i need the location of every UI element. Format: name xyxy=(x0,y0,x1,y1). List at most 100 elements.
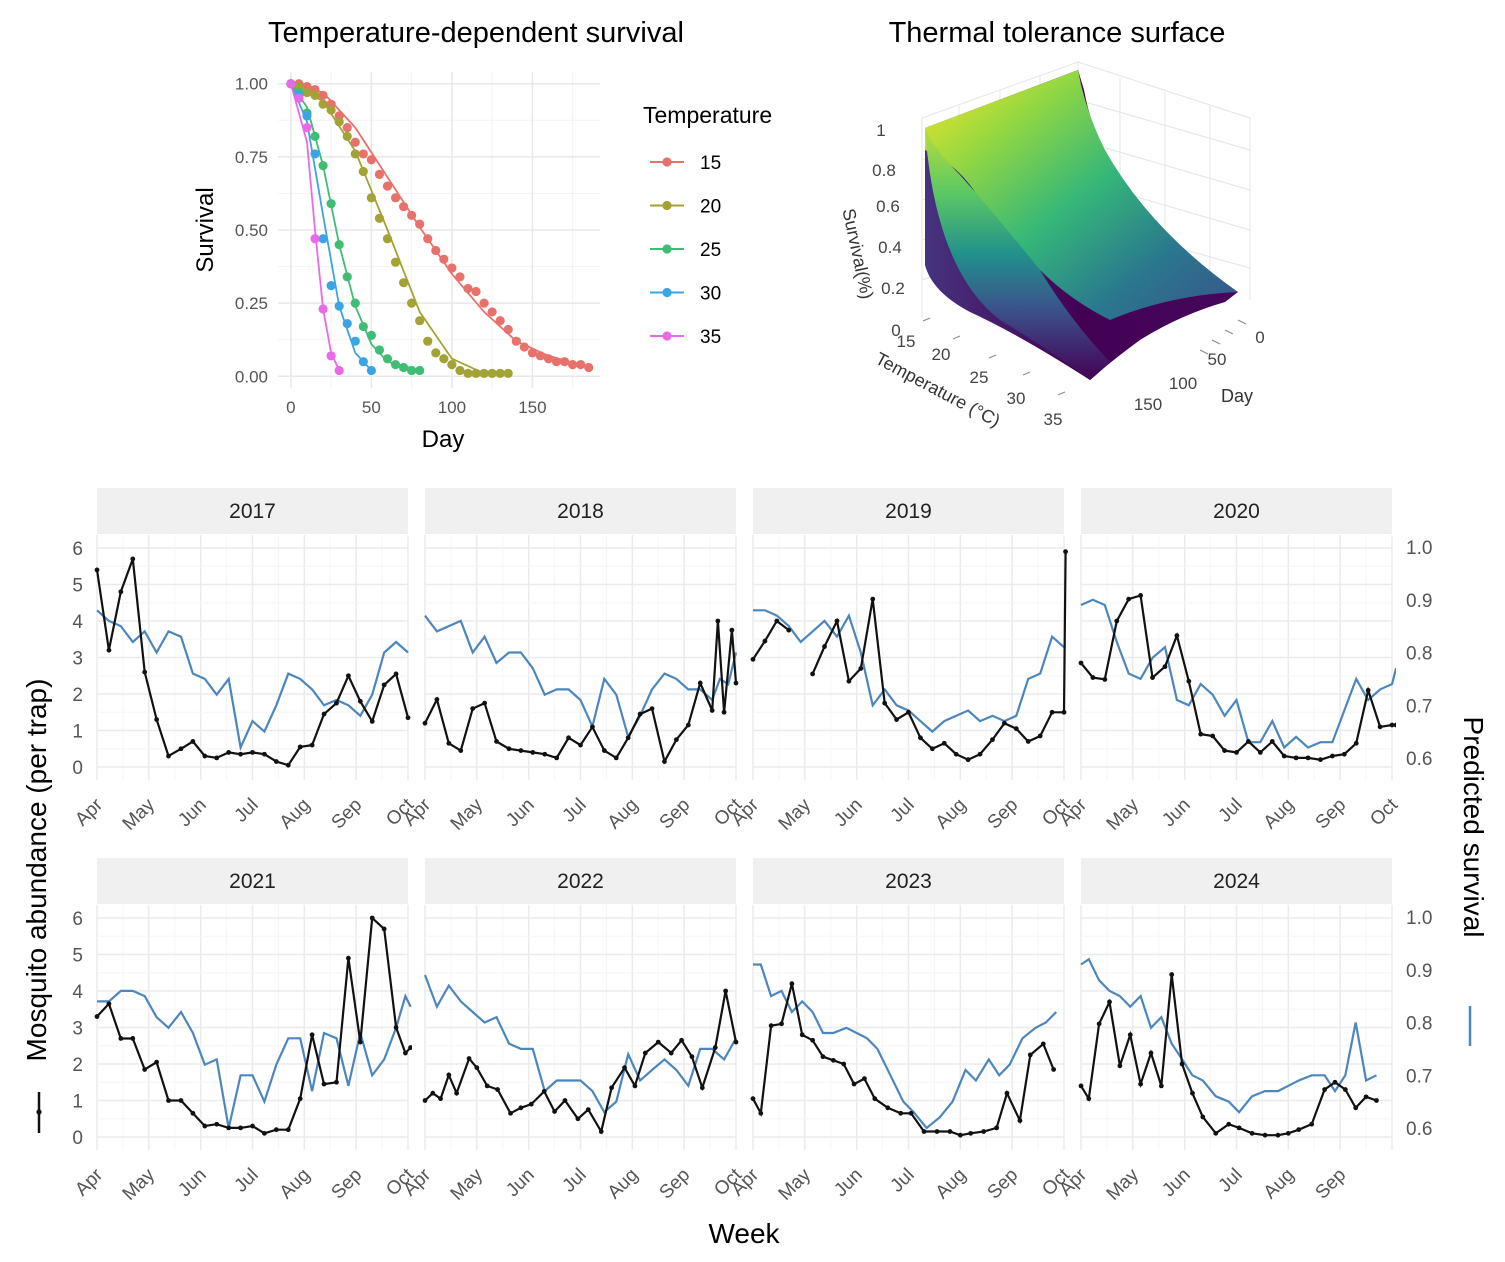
observed-point-2020 xyxy=(1198,731,1204,737)
survival-point-15 xyxy=(358,149,368,159)
observed-point-2019 xyxy=(774,618,780,624)
observed-point-2018 xyxy=(697,680,703,686)
surface-z-ticks: 0 0.2 0.4 0.6 0.8 1 xyxy=(872,121,905,340)
observed-point-2018 xyxy=(530,750,536,755)
survival-point-15 xyxy=(318,90,328,101)
observed-point-2020 xyxy=(1246,739,1251,744)
observed-point-2018 xyxy=(422,720,428,726)
survival-point-20 xyxy=(471,368,481,378)
predicted-survival-line-2021 xyxy=(97,989,412,1129)
survival-point-15 xyxy=(559,357,570,367)
observed-point-2018 xyxy=(601,748,607,753)
observed-point-2020 xyxy=(1281,753,1287,759)
observed-point-2020 xyxy=(1090,675,1096,680)
observed-point-2024 xyxy=(1200,1114,1206,1120)
surface-left-face xyxy=(925,128,1110,380)
observed-point-2023 xyxy=(981,1129,987,1134)
survival-point-25 xyxy=(318,161,328,171)
observed-point-2021 xyxy=(297,1096,303,1102)
month-tick-label: Jun xyxy=(1158,795,1195,832)
month-tick-label: Jun xyxy=(830,1165,867,1202)
surface-y-tick-label: 100 xyxy=(1169,374,1197,393)
observed-point-2024 xyxy=(1158,1083,1164,1089)
month-tick-label: Sep xyxy=(656,1165,695,1204)
facet-strip-2018 xyxy=(425,488,736,534)
surface-y-label: Day xyxy=(1221,386,1253,406)
observed-point-2024 xyxy=(1096,1021,1102,1027)
fit-line-35 xyxy=(290,83,341,371)
survival-point-15 xyxy=(447,263,457,273)
observed-point-2020 xyxy=(1269,739,1275,744)
month-tick-label: Jul xyxy=(559,795,591,827)
month-tick-label: May xyxy=(1103,794,1144,835)
predicted-survival-line-2020 xyxy=(1080,598,1396,750)
month-tick-label: Jul xyxy=(887,795,919,827)
surface-y-tick-mark xyxy=(1211,339,1221,345)
observed-point-2020 xyxy=(1293,755,1299,761)
survival-point-30 xyxy=(318,234,328,244)
observed-point-2018 xyxy=(506,746,512,752)
survival-point-35 xyxy=(326,351,336,361)
survival-point-15 xyxy=(487,307,497,317)
month-tick-label: May xyxy=(775,794,816,835)
observed-point-2023 xyxy=(830,1057,836,1063)
month-tick-label: Oct xyxy=(1366,794,1402,830)
survival-point-20 xyxy=(366,193,376,203)
facet-data-2017 xyxy=(94,556,411,768)
observed-point-2019 xyxy=(1049,709,1055,715)
observed-point-2018 xyxy=(662,759,667,764)
observed-point-2018 xyxy=(542,751,548,757)
survival-point-20 xyxy=(479,368,489,378)
left-tick-label: 3 xyxy=(72,1019,83,1040)
observed-point-2017 xyxy=(381,682,387,688)
survival-point-15 xyxy=(463,283,473,294)
right-tick-label: 0.7 xyxy=(1406,696,1432,717)
survival-point-20 xyxy=(398,278,409,288)
observed-point-2021 xyxy=(369,915,375,921)
month-tick-label: May xyxy=(447,1164,488,1205)
left-tick-label: 2 xyxy=(72,685,83,706)
survival-plot-x-ticks: 0 50 100 150 xyxy=(286,398,546,417)
survival-point-30 xyxy=(366,365,376,376)
survival-point-15 xyxy=(527,348,537,358)
observed-point-2021 xyxy=(321,1081,327,1087)
month-tick-label: Jul xyxy=(559,1165,591,1197)
observed-point-2018 xyxy=(590,724,595,730)
month-tick-label: Apr xyxy=(71,794,107,830)
survival-point-20 xyxy=(334,117,344,127)
observed-point-2023 xyxy=(779,1021,784,1027)
observed-point-2021 xyxy=(262,1130,267,1136)
observed-point-2023 xyxy=(1040,1041,1046,1047)
observed-abundance-line-2020 xyxy=(1080,594,1396,761)
survival-point-20 xyxy=(358,166,368,177)
observed-point-2018 xyxy=(458,748,464,753)
observed-point-2017 xyxy=(154,717,160,722)
observed-point-2018 xyxy=(494,739,499,744)
observed-point-2021 xyxy=(178,1098,184,1103)
survival-point-15 xyxy=(495,316,505,326)
observed-point-2024 xyxy=(1138,1081,1144,1087)
observed-point-2022 xyxy=(689,1054,695,1060)
observed-point-2017 xyxy=(166,753,171,759)
observed-point-2020 xyxy=(1102,677,1108,682)
observed-point-2017 xyxy=(130,556,136,562)
month-tick-label: Aug xyxy=(1260,1165,1299,1204)
observed-point-2017 xyxy=(309,742,315,748)
observed-point-2020 xyxy=(1126,596,1132,602)
observed-point-2017 xyxy=(142,669,148,675)
survival-point-35 xyxy=(334,365,344,376)
observed-point-2018 xyxy=(625,735,631,741)
observed-point-2020 xyxy=(1389,722,1395,728)
observed-point-2018 xyxy=(578,742,583,748)
month-tick-label: Aug xyxy=(276,795,315,834)
survival-point-30 xyxy=(358,357,368,367)
facet-strip-2020 xyxy=(1081,488,1392,534)
survival-x-tick-label: 0 xyxy=(286,398,295,417)
fit-line-20 xyxy=(290,82,509,375)
observed-point-2022 xyxy=(699,1085,705,1091)
surface-z-tick-label: 0.4 xyxy=(878,238,902,257)
left-tick-label: 4 xyxy=(72,982,83,1003)
survival-point-35 xyxy=(302,122,312,133)
